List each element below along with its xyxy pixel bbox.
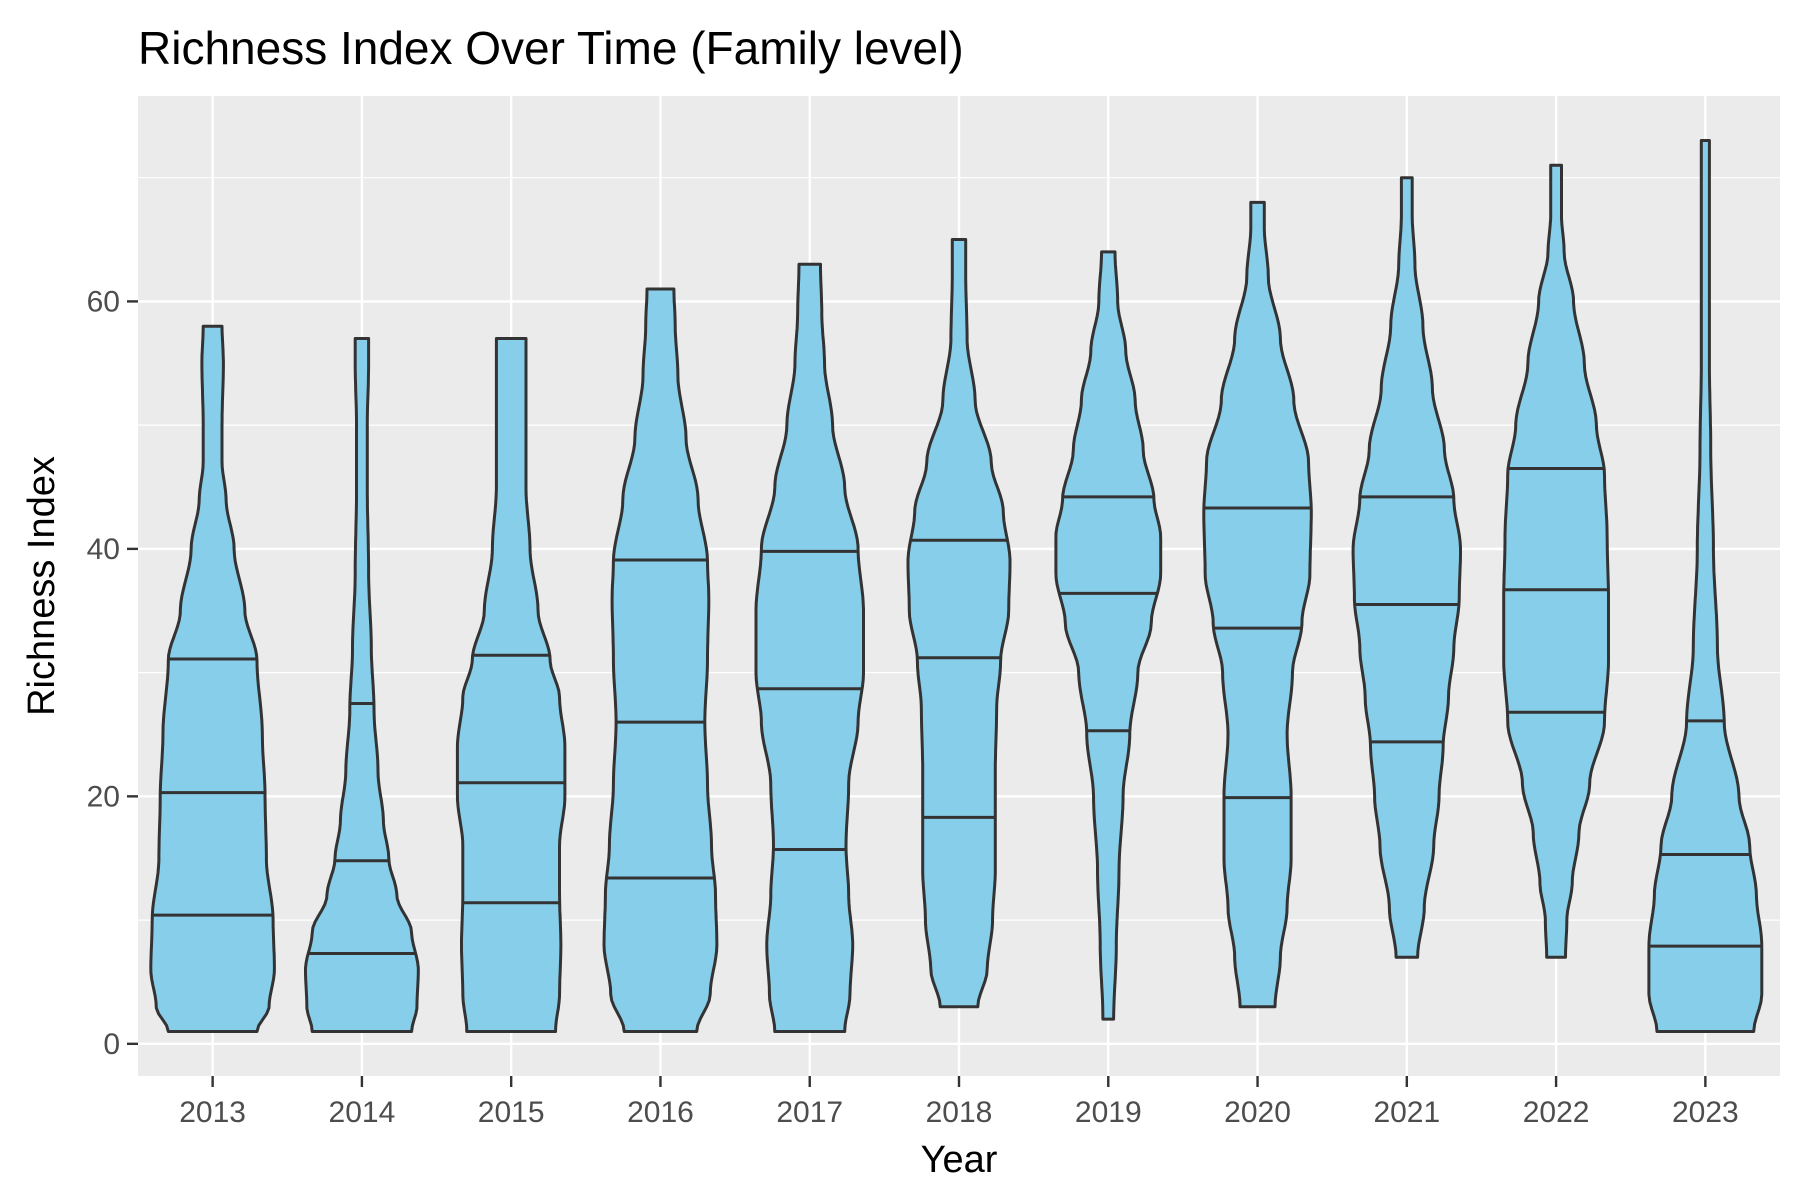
x-tick-label: 2022: [1523, 1096, 1590, 1129]
violin-2019: [1054, 250, 1163, 1021]
violin-body: [754, 262, 865, 1033]
violin-body: [602, 287, 719, 1033]
x-tick-label: 2021: [1373, 1096, 1440, 1129]
violin-body: [304, 337, 420, 1033]
violin-2023: [1647, 139, 1764, 1033]
y-axis-title: Richness Index: [21, 456, 63, 716]
x-tick-label: 2023: [1672, 1096, 1739, 1129]
violin-2021: [1351, 176, 1462, 959]
violin-body: [1647, 139, 1764, 1033]
x-tick-label: 2017: [776, 1096, 843, 1129]
violin-body: [1054, 250, 1163, 1021]
violin-2022: [1502, 163, 1610, 959]
violin-body: [1502, 163, 1610, 959]
violin-2014: [304, 337, 420, 1033]
y-tick-label: 0: [103, 1028, 120, 1061]
x-tick-label: 2015: [478, 1096, 545, 1129]
y-tick-label: 60: [87, 285, 120, 318]
violin-body: [1351, 176, 1462, 959]
violins: [149, 139, 1764, 1033]
y-tick-label: 20: [87, 780, 120, 813]
violin-body: [455, 337, 567, 1033]
chart-title: Richness Index Over Time (Family level): [138, 22, 964, 74]
violin-2016: [602, 287, 719, 1033]
violin-body: [1202, 200, 1313, 1009]
x-tick-label: 2018: [926, 1096, 993, 1129]
violin-2015: [455, 337, 567, 1033]
x-tick-label: 2014: [329, 1096, 396, 1129]
violin-2017: [754, 262, 865, 1033]
x-tick-label: 2016: [627, 1096, 694, 1129]
x-axis: 2013 2014 2015 2016 2017 2018 2019 2020 2021 2022…: [179, 1076, 1739, 1129]
x-axis-title: Year: [921, 1139, 998, 1181]
y-tick-label: 40: [87, 533, 120, 566]
violin-2018: [906, 238, 1012, 1009]
x-tick-label: 2013: [179, 1096, 246, 1129]
violin-2020: [1202, 200, 1313, 1009]
y-axis: 0 20 40 60: [87, 285, 138, 1061]
x-tick-label: 2019: [1075, 1096, 1142, 1129]
violin-body: [906, 238, 1012, 1009]
violin-body: [149, 324, 276, 1033]
x-tick-label: 2020: [1224, 1096, 1291, 1129]
violin-2013: [149, 324, 276, 1033]
